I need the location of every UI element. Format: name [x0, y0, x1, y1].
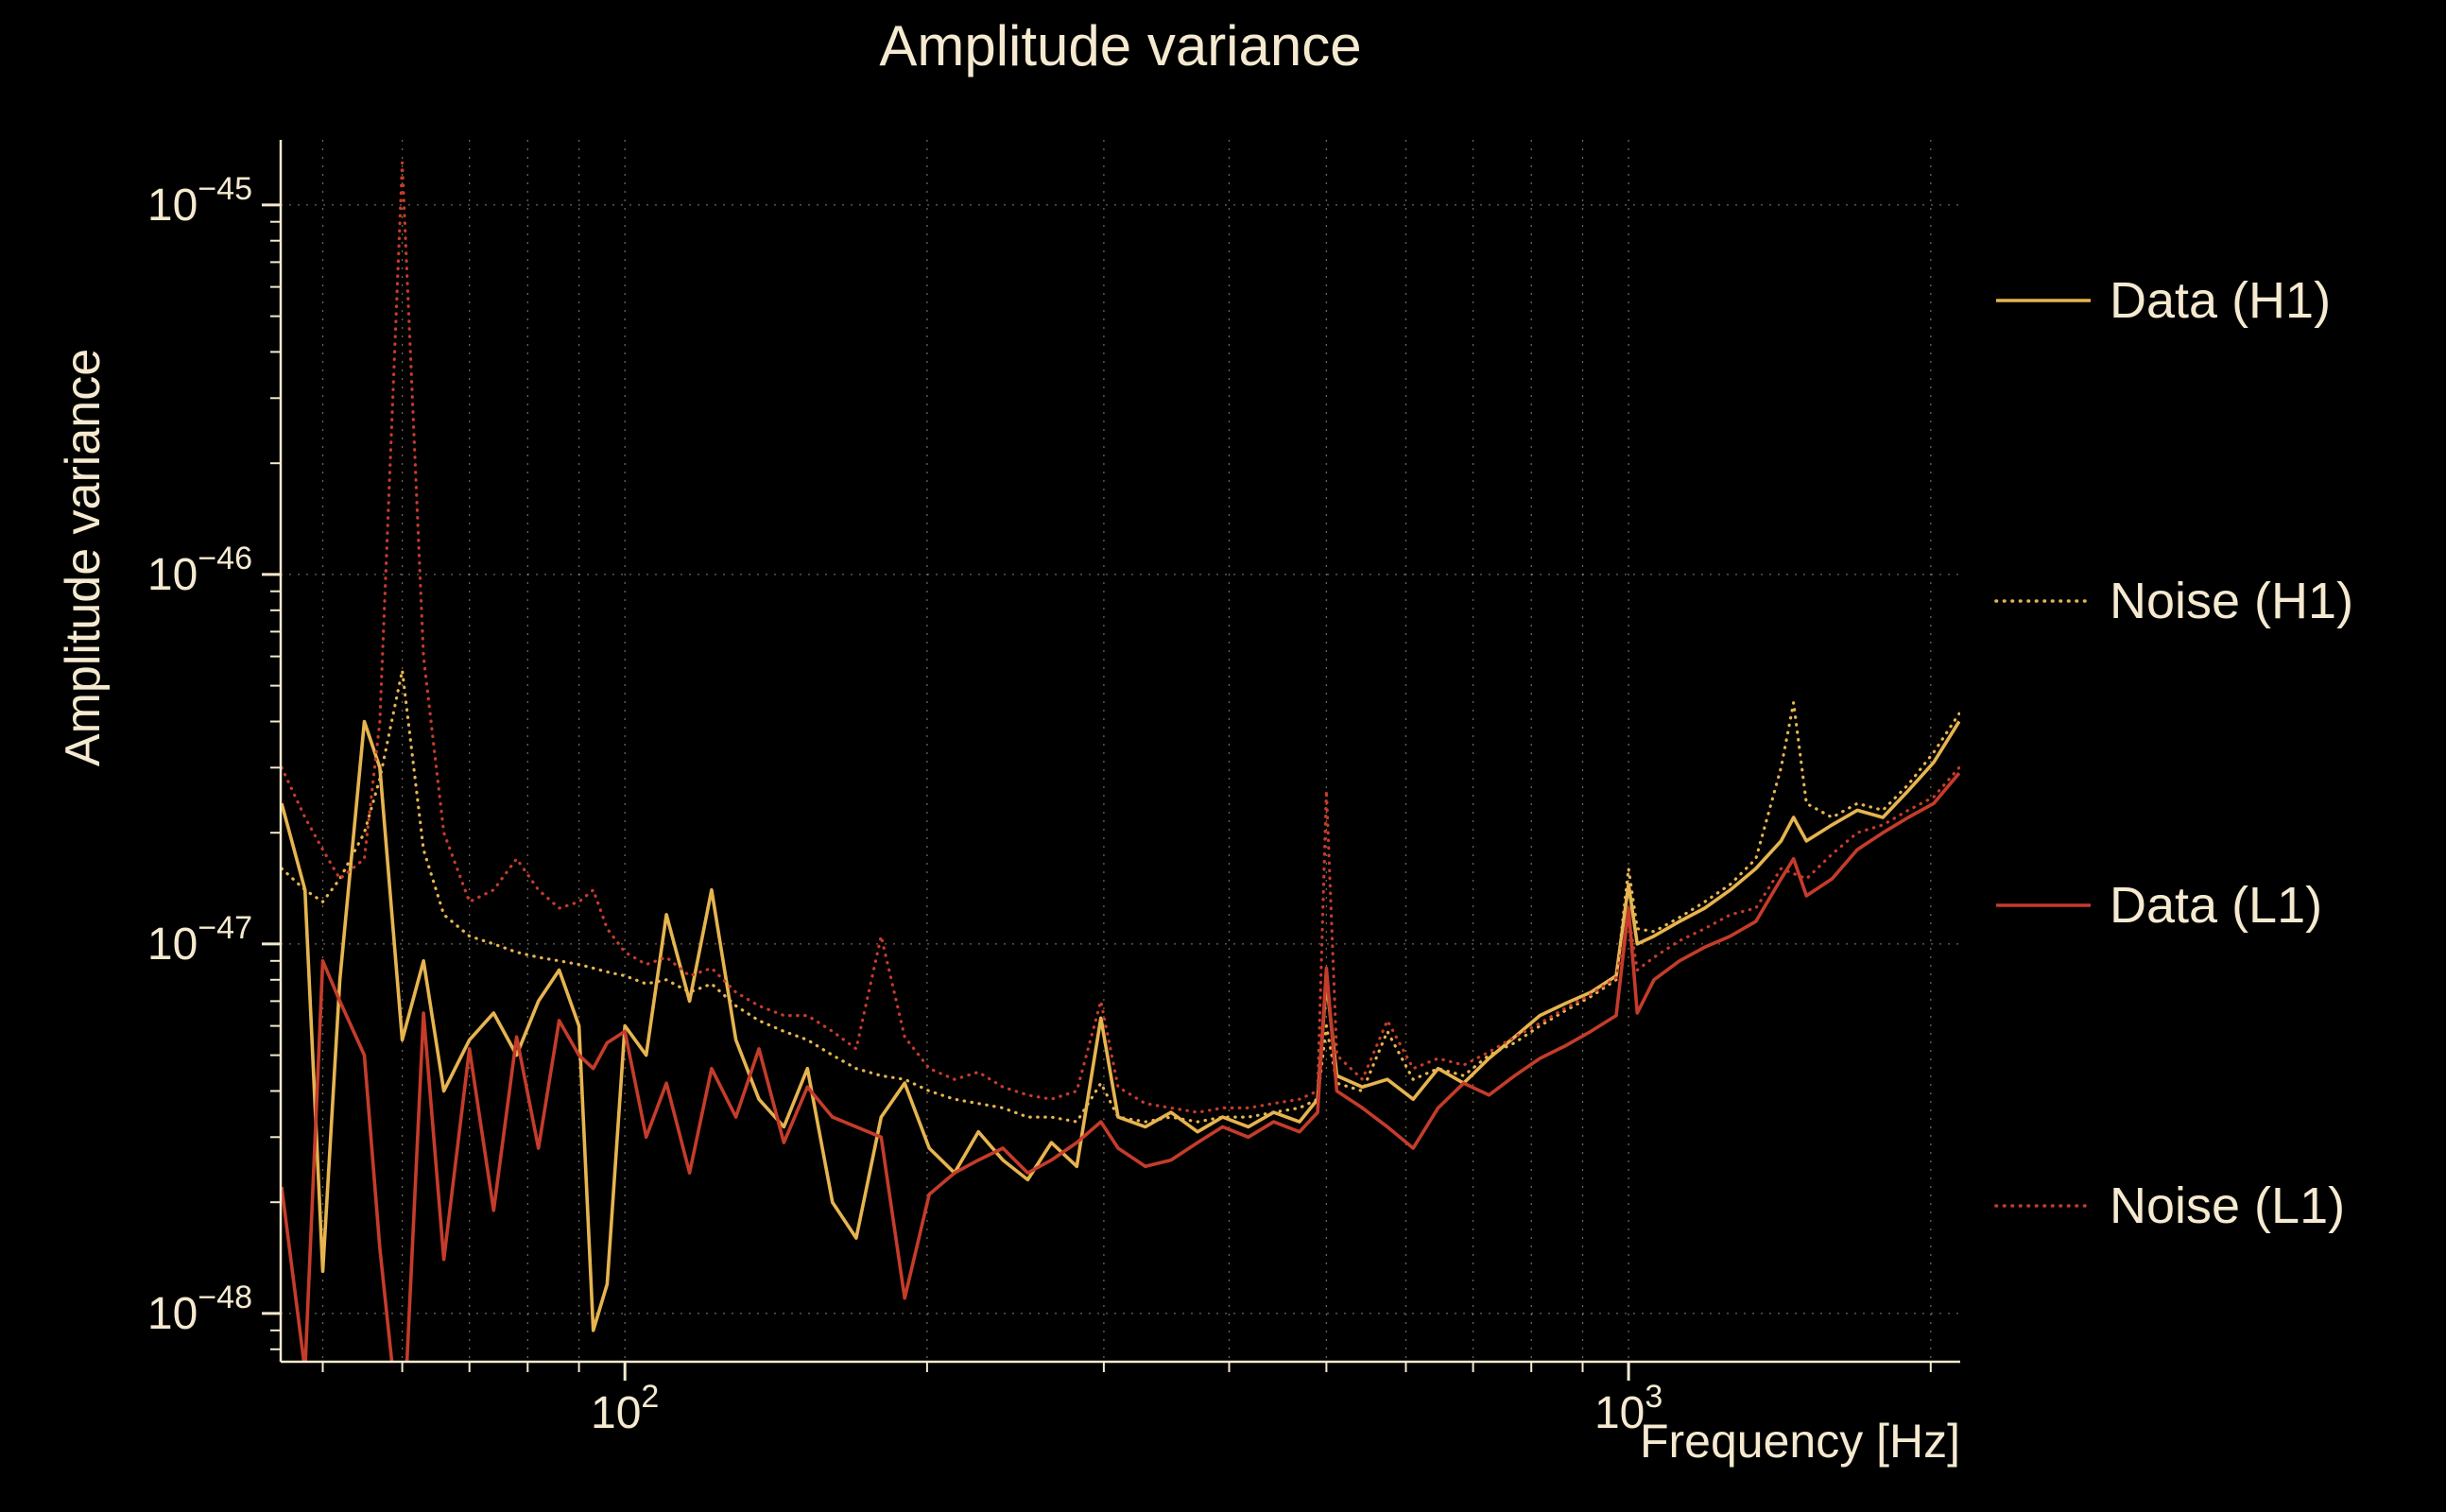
axes-spines [279, 140, 1960, 1364]
chart-title: Amplitude variance [879, 14, 1362, 77]
legend-item-data-l1: Data (L1) [1996, 877, 2322, 934]
x-axis-label: Frequency [Hz] [1639, 1415, 1960, 1468]
series-line-noise-h1 [281, 668, 1960, 1124]
grid-lines [281, 140, 1960, 1362]
y-tick-label: 10−47 [147, 910, 252, 970]
axis-ticks: 102 103 10−45 10−46 10−47 10−48 [147, 171, 1932, 1438]
legend-item-noise-l1: Noise (L1) [1994, 1177, 2345, 1234]
legend-item-noise-h1: Noise (H1) [1994, 573, 2353, 629]
y-axis-label: Amplitude variance [56, 348, 111, 767]
legend: Data (H1) Noise (H1) Data (L1) Noise (L1) [1994, 272, 2353, 1234]
y-tick-label: 10−45 [147, 171, 252, 231]
legend-label: Noise (L1) [2110, 1177, 2345, 1234]
x-tick-label: 102 [591, 1379, 659, 1438]
series-line-data-h1 [281, 719, 1960, 1332]
legend-label: Data (H1) [2110, 272, 2331, 329]
legend-label: Noise (H1) [2110, 573, 2353, 629]
series-line-noise-l1 [281, 161, 1960, 1114]
series-lines [281, 161, 1960, 1362]
legend-label: Data (L1) [2110, 877, 2322, 934]
y-tick-label: 10−48 [147, 1280, 252, 1339]
series-line-data-l1 [281, 771, 1960, 1362]
legend-item-data-h1: Data (H1) [1996, 272, 2331, 329]
y-tick-label: 10−46 [147, 541, 252, 600]
x-tick-label: 103 [1594, 1379, 1662, 1438]
